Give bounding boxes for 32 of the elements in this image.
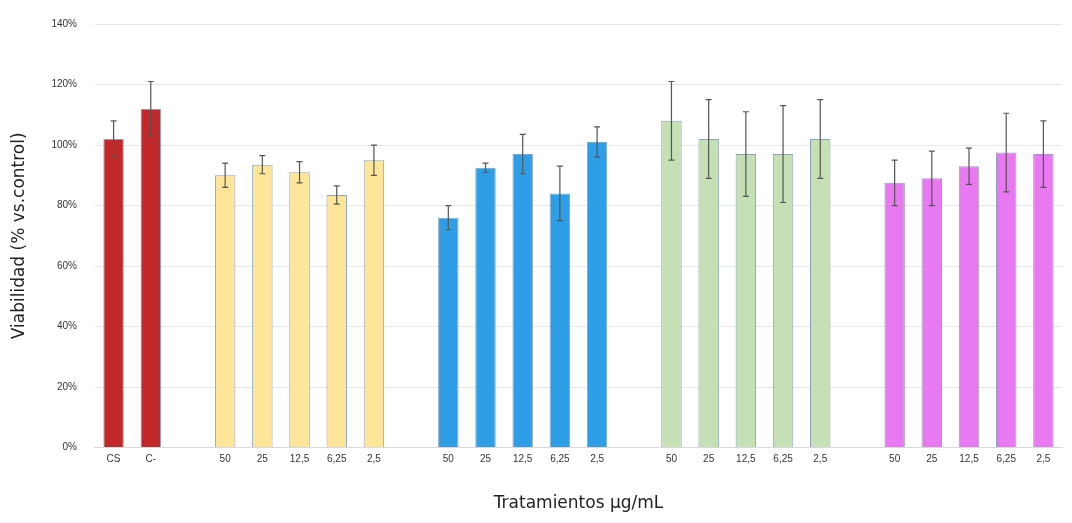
- x-tick-label: 12,5: [289, 453, 310, 465]
- x-tick-label: 6,25: [996, 453, 1017, 465]
- y-tick-label: 20%: [56, 380, 78, 392]
- x-tick-label: 12,5: [736, 453, 757, 465]
- x-tick-label: 2,5: [1036, 453, 1051, 465]
- x-tick-label: 50: [665, 453, 678, 465]
- x-tick-label: C-: [145, 453, 157, 465]
- x-tick-label: 6,25: [550, 453, 571, 465]
- x-tick-label: CS: [106, 453, 121, 465]
- x-tick-label: 50: [442, 453, 455, 465]
- x-tick-label: 25: [256, 453, 269, 465]
- x-tick-label: 12,5: [959, 453, 980, 465]
- x-tick-label: 2,5: [590, 453, 605, 465]
- x-tick-label: 6,25: [327, 453, 347, 465]
- y-tick-label: 0%: [62, 441, 78, 453]
- x-tick-label: 12,5: [512, 453, 533, 465]
- y-tick-label: 140%: [51, 17, 78, 29]
- x-tick-label: 25: [703, 453, 715, 465]
- x-axis-title: Tratamientos µg/mL: [492, 492, 664, 513]
- y-tick-label: 120%: [51, 78, 78, 90]
- x-tick-label: 2,5: [366, 453, 382, 465]
- y-tick-label: 40%: [56, 320, 78, 332]
- x-tick-label: 50: [889, 453, 901, 465]
- y-tick-label: 100%: [51, 138, 78, 150]
- x-tick-label: 6,25: [773, 453, 794, 465]
- y-axis-title: Viabilidad (% vs.control): [7, 132, 28, 340]
- y-tick-label: 60%: [56, 259, 78, 271]
- x-tick-label: 25: [479, 453, 492, 465]
- x-tick-label: 25: [926, 453, 938, 465]
- x-tick-label: 50: [219, 453, 232, 465]
- x-tick-label: 2,5: [813, 453, 828, 465]
- y-tick-label: 80%: [56, 199, 78, 211]
